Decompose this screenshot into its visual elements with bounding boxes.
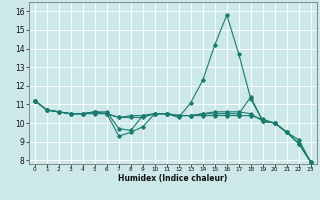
- X-axis label: Humidex (Indice chaleur): Humidex (Indice chaleur): [118, 174, 228, 183]
